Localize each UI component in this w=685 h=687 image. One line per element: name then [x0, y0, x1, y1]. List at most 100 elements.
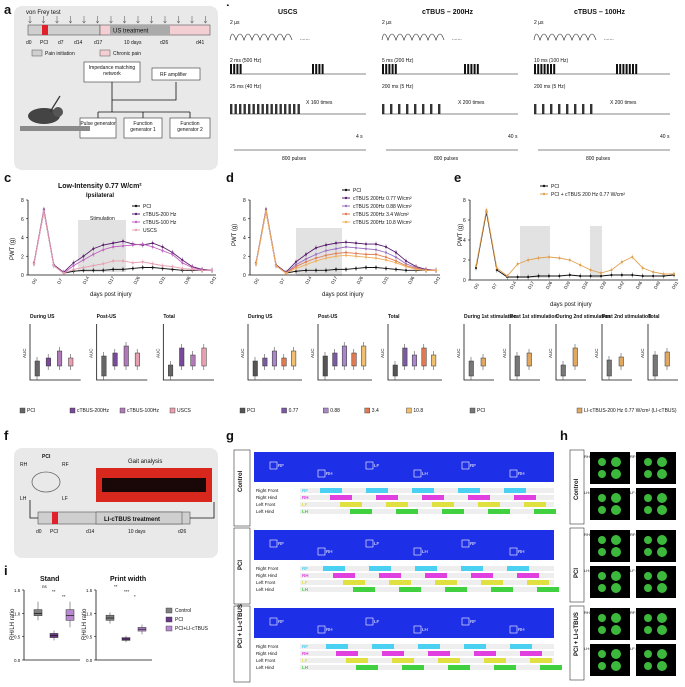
box-axis — [317, 324, 372, 381]
stance-segment — [464, 644, 486, 649]
x-tick-label: D36 — [407, 275, 416, 285]
b-train-pulse — [430, 104, 433, 114]
box-legend-label: cTBUS-200Hz — [77, 408, 109, 414]
data-point — [568, 273, 571, 277]
b-train-pulse — [288, 104, 291, 114]
box-legend-label: cTBUS-100Hz — [127, 408, 159, 414]
stance-segment — [510, 644, 532, 649]
paw-print-box — [509, 547, 518, 556]
x-tick-label: D46 — [635, 280, 644, 290]
data-point — [171, 265, 174, 268]
b-pulses-label: 800 pulses — [282, 156, 307, 162]
y-tick-label: 0 — [21, 273, 24, 279]
stance-segment — [517, 573, 539, 578]
box-body — [34, 360, 40, 377]
data-point — [92, 264, 95, 267]
day-d17: d17 — [94, 40, 103, 46]
b-pulse-duration: 2 µs — [230, 20, 240, 26]
data-point — [344, 245, 348, 248]
paw-pad — [598, 536, 606, 544]
box-axis — [647, 324, 678, 381]
data-point — [334, 252, 338, 255]
data-point — [354, 246, 358, 249]
data-point — [131, 243, 134, 247]
lane-label: Right Front — [256, 644, 279, 649]
box-body — [322, 355, 328, 377]
vonfrey-arrow — [190, 16, 194, 24]
boxes-d: During US AUC Post-US AUC Total AUC PCI 0.77 0.8… — [239, 314, 442, 414]
paw-pad — [644, 650, 652, 658]
data-point — [294, 260, 298, 263]
b-train-pulse — [257, 104, 260, 114]
paw-pad — [598, 614, 606, 622]
b-burst-pulse — [467, 64, 470, 74]
b-period-label: 25 ms (40 Hz) — [230, 84, 262, 90]
axis-lines — [469, 200, 678, 281]
stance-segment — [382, 651, 404, 656]
b-burst-pulse — [625, 64, 628, 74]
box-body — [431, 354, 437, 367]
data-point — [121, 240, 125, 243]
data-point — [558, 256, 561, 260]
b-pulses-label: 800 pulses — [434, 156, 459, 162]
data-point — [82, 269, 85, 272]
b-burst-pulse — [473, 64, 476, 74]
us-treatment-bar — [110, 25, 170, 35]
f-day-d26: d26 — [178, 529, 187, 535]
data-point — [394, 268, 398, 271]
data-point — [434, 269, 438, 272]
b-sine-dots: ....... — [300, 36, 310, 42]
box-body — [341, 345, 347, 367]
legend-swatch-chronic — [99, 49, 111, 57]
paw-crop — [636, 530, 676, 562]
data-point — [394, 256, 398, 259]
i-y-tick-label: 0.0 — [86, 658, 93, 663]
gait-row-label: PCI + LI-cTBUS — [238, 604, 244, 648]
box-legend-swatch — [69, 407, 76, 414]
paw-crop — [590, 530, 630, 562]
b-train-pulse — [414, 104, 417, 114]
b-burst-pulse — [553, 64, 556, 74]
data-point — [579, 263, 582, 267]
i-legend-swatch — [165, 625, 173, 632]
i-legend-swatch — [165, 607, 173, 614]
day-d14: d14 — [74, 40, 83, 46]
us-treatment-label: US treatment — [113, 29, 149, 35]
legend-label: USCS — [143, 228, 158, 234]
b-burst-label: 2 ms (500 Hz) — [230, 58, 262, 64]
paw-pad — [598, 548, 606, 556]
i-y-tick-label: 1.5 — [14, 588, 21, 593]
h-row-frame — [569, 449, 585, 525]
stance-segment — [534, 509, 556, 514]
data-point — [610, 268, 613, 272]
paw-print-box — [413, 547, 422, 556]
b-burst-pulse — [382, 64, 384, 74]
data-point — [589, 274, 592, 278]
b-burst-pulse — [550, 64, 552, 74]
paw-pad — [611, 661, 621, 671]
b-sine-wave — [381, 33, 445, 41]
paw-print-tag: RF — [470, 463, 476, 468]
y-tick-label: 2 — [243, 254, 246, 260]
data-point — [374, 266, 378, 269]
data-point — [394, 261, 398, 264]
lane-label: Left Hind — [256, 665, 275, 670]
box-body — [572, 347, 578, 367]
legend-marker — [344, 196, 348, 200]
paw-pad — [611, 571, 621, 581]
paw-print-box — [365, 461, 374, 470]
paw-crop-tag: RF: — [630, 532, 636, 537]
stance-segment — [481, 580, 503, 585]
panel-letter-g: g — [226, 428, 234, 443]
b-train-pulse — [382, 104, 385, 114]
paw-pad — [598, 662, 606, 670]
stance-segment — [461, 566, 483, 571]
b-burst-pulse — [385, 64, 388, 74]
b-train-pulse — [275, 104, 278, 114]
panel-b: USCS 2 µs....... 2 ms (500 Hz) 25 ms (40 Hz… — [222, 6, 682, 166]
data-point — [354, 255, 358, 258]
b-sine-dots: ....... — [604, 36, 614, 42]
paw-crop — [636, 644, 676, 676]
paw-pad — [611, 535, 621, 545]
stage-platform — [20, 126, 90, 131]
